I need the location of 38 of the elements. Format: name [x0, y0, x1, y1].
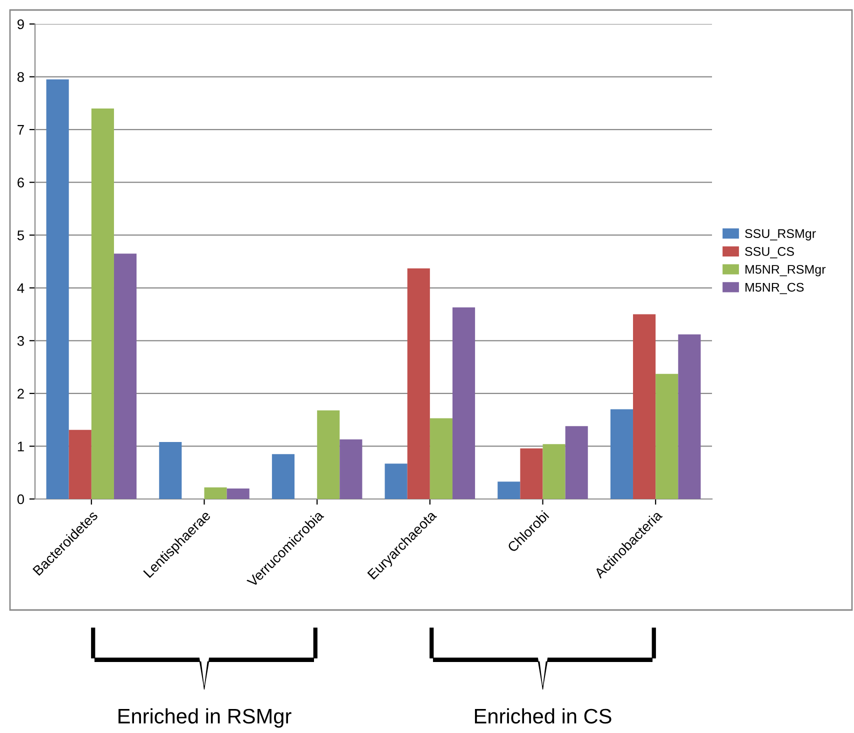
bar [610, 409, 634, 499]
legend-label: SSU_RSMgr [745, 229, 816, 240]
text: Enriched in CS [474, 708, 612, 724]
legend-label: SSU_CS [745, 247, 794, 258]
y-tick-label: 5 [17, 230, 24, 240]
legend-label: M5NR_CS [746, 282, 804, 294]
y-tick-label: 8 [17, 72, 24, 82]
bar [430, 418, 452, 499]
bar [520, 448, 543, 499]
bar [656, 374, 678, 499]
bar [340, 439, 362, 499]
bar [46, 79, 69, 499]
bar [204, 487, 227, 499]
bar [407, 268, 430, 499]
text: Enriched in RSMgr [118, 708, 292, 728]
y-tick-label: 0 [17, 494, 24, 504]
bar [542, 444, 566, 499]
bar [565, 426, 588, 499]
y-tick-label: 1 [18, 442, 24, 452]
bar [159, 442, 182, 499]
bar [114, 254, 137, 499]
bar [498, 482, 520, 499]
legend-label: M5NR_RSMgr [746, 264, 826, 276]
bar [317, 410, 340, 499]
bar [68, 430, 92, 499]
bar [91, 108, 114, 499]
bar [633, 314, 656, 499]
bar [272, 454, 295, 499]
bar [452, 307, 476, 499]
y-tick-label: 9 [18, 19, 24, 30]
bar [678, 334, 701, 499]
bar [226, 488, 250, 499]
y-tick-label: 7 [18, 125, 24, 135]
bar [384, 464, 408, 499]
y-tick-label: 4 [17, 283, 24, 293]
y-tick-label: 2 [18, 388, 24, 398]
y-tick-label: 3 [17, 336, 24, 346]
y-tick-label: 6 [18, 178, 24, 188]
